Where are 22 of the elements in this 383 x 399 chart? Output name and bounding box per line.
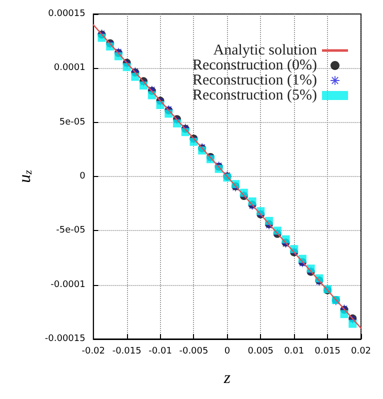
x-tick-label: 0.01 xyxy=(284,346,304,356)
y-tick-label: -0.00015 xyxy=(44,334,86,344)
legend-label: Analytic solution xyxy=(213,42,318,58)
y-tick-label: 0 xyxy=(80,172,86,182)
legend-label: Reconstruction (5%) xyxy=(192,88,317,104)
y-tick-label: 5e-05 xyxy=(59,117,86,128)
y-tick-label: -5e-05 xyxy=(56,226,86,236)
x-tick-label: -0.015 xyxy=(112,346,142,356)
y-tick-label: 0.00015 xyxy=(48,9,86,19)
x-tick-label: 0 xyxy=(224,346,230,356)
x-axis-title: z xyxy=(222,368,231,387)
x-tick-label: 0.015 xyxy=(314,346,340,356)
y-axis-title: uz xyxy=(15,169,34,183)
legend-label: Reconstruction (1%) xyxy=(192,72,317,88)
x-tick-label: -0.01 xyxy=(148,346,172,356)
x-tick-label: -0.02 xyxy=(82,346,106,356)
x-tick-label: 0.005 xyxy=(248,346,274,356)
x-tick-label: -0.005 xyxy=(179,346,208,356)
y-tick-label: -0.0001 xyxy=(50,280,86,290)
legend-label: Reconstruction (0%) xyxy=(192,58,317,74)
x-tick-label: 0.02 xyxy=(350,346,372,356)
y-tick-label: 0.0001 xyxy=(54,63,86,74)
